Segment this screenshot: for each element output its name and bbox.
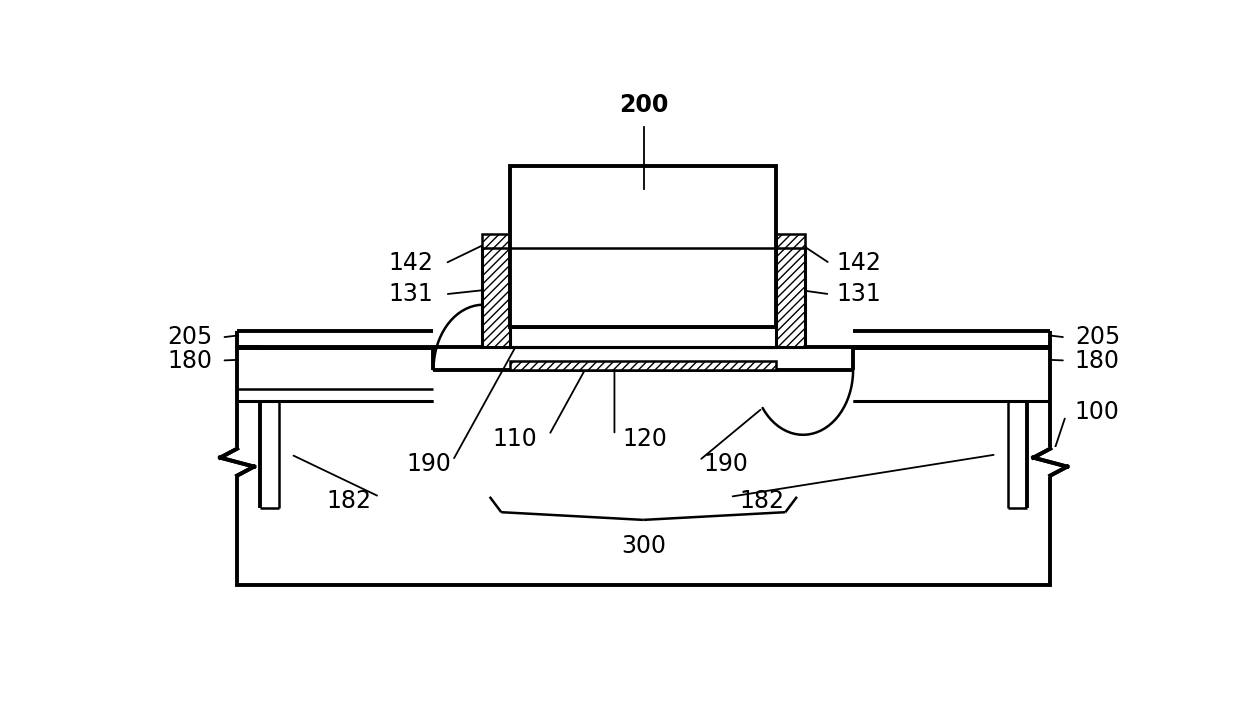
Bar	[482, 327, 553, 346]
Text: 120: 120	[622, 427, 667, 451]
Text: 131: 131	[389, 282, 433, 306]
Text: 100: 100	[1075, 400, 1120, 424]
Polygon shape	[237, 332, 433, 401]
Bar	[510, 361, 776, 370]
Bar	[510, 165, 776, 327]
Text: 190: 190	[407, 452, 451, 476]
Bar	[776, 234, 805, 248]
Bar	[553, 356, 734, 370]
Text: 131: 131	[836, 282, 880, 306]
Bar	[217, 447, 256, 477]
Text: 300: 300	[620, 534, 666, 558]
Text: 180: 180	[167, 349, 212, 373]
Bar	[553, 361, 734, 370]
Polygon shape	[237, 346, 1050, 585]
Text: 142: 142	[388, 252, 433, 276]
Text: 142: 142	[836, 252, 880, 276]
Bar	[510, 327, 776, 346]
Text: 200: 200	[619, 93, 668, 117]
Text: 110: 110	[492, 427, 538, 451]
Bar	[1031, 447, 1070, 477]
Text: 205: 205	[1075, 325, 1120, 349]
Text: 190: 190	[703, 452, 747, 476]
Text: 205: 205	[167, 325, 212, 349]
Polygon shape	[482, 247, 553, 346]
Polygon shape	[734, 247, 805, 346]
Text: 180: 180	[1075, 349, 1120, 373]
Text: 182: 182	[327, 489, 372, 513]
Text: 182: 182	[740, 489, 784, 513]
Bar	[482, 234, 510, 248]
